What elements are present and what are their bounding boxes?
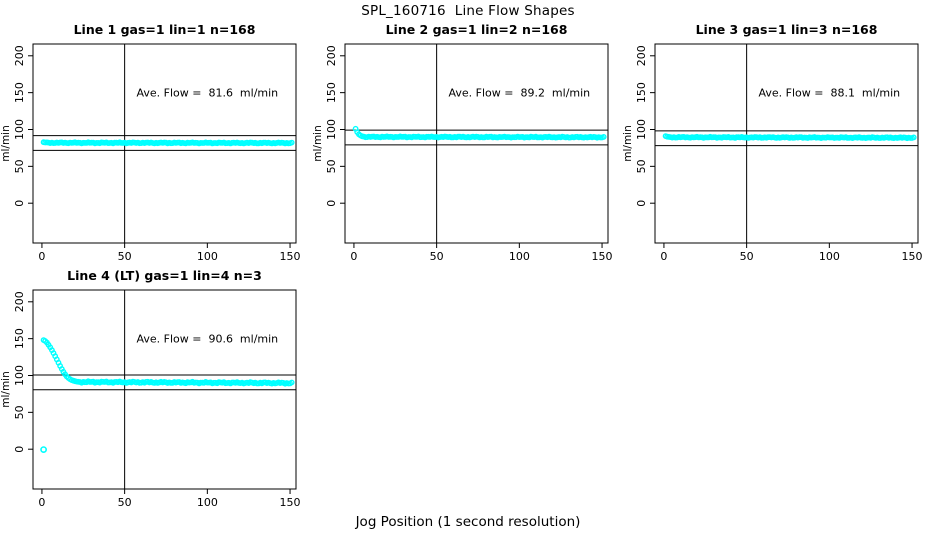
x-tick-label: 50 bbox=[740, 250, 754, 263]
plot-box bbox=[32, 289, 297, 490]
plot-box bbox=[32, 43, 297, 244]
y-tick-label: 0 bbox=[635, 200, 648, 207]
average-flow-annotation: Ave. Flow = 89.2 ml/min bbox=[448, 87, 590, 100]
x-tick-label: 0 bbox=[38, 250, 45, 263]
x-tick-label: 150 bbox=[280, 496, 301, 509]
x-tick-label: 50 bbox=[118, 250, 132, 263]
x-tick-label: 100 bbox=[197, 250, 218, 263]
y-tick-label: 150 bbox=[13, 82, 26, 103]
average-flow-annotation: Ave. Flow = 90.6 ml/min bbox=[136, 333, 278, 346]
y-axis-label: ml/min bbox=[312, 125, 324, 161]
y-tick-label: 100 bbox=[325, 119, 338, 140]
x-tick-label: 100 bbox=[509, 250, 530, 263]
y-tick-label: 0 bbox=[13, 200, 26, 207]
y-tick-label: 100 bbox=[13, 119, 26, 140]
y-tick-label: 50 bbox=[13, 405, 26, 419]
panel-svg: Line 4 (LT) gas=1 lin=4 n=3 Ave. Flow = 9… bbox=[0, 268, 301, 509]
y-tick-label: 100 bbox=[635, 119, 648, 140]
data-point bbox=[910, 134, 917, 141]
panel-line-2: Line 2 gas=1 lin=2 n=168 Ave. Flow = 89.2… bbox=[312, 20, 622, 266]
panel-line-3: Line 3 gas=1 lin=3 n=168 Ave. Flow = 88.1… bbox=[622, 20, 936, 266]
x-tick-label: 0 bbox=[350, 250, 357, 263]
plot-box bbox=[344, 43, 609, 244]
x-tick-label: 150 bbox=[902, 250, 923, 263]
figure-title: SPL_160716 Line Flow Shapes bbox=[361, 3, 575, 19]
y-tick-label: 50 bbox=[13, 159, 26, 173]
y-tick-label: 0 bbox=[325, 200, 338, 207]
x-tick-label: 150 bbox=[280, 250, 301, 263]
panel-title: Line 2 gas=1 lin=2 n=168 bbox=[386, 22, 568, 37]
x-axis-label: Jog Position (1 second resolution) bbox=[355, 514, 581, 530]
x-tick-label: 0 bbox=[38, 496, 45, 509]
x-tick-label: 50 bbox=[118, 496, 132, 509]
y-tick-label: 150 bbox=[325, 82, 338, 103]
y-tick-label: 0 bbox=[13, 446, 26, 453]
y-axis-label: ml/min bbox=[0, 125, 12, 161]
panel-title: Line 4 (LT) gas=1 lin=4 n=3 bbox=[67, 268, 262, 283]
y-tick-label: 50 bbox=[325, 159, 338, 173]
x-tick-label: 100 bbox=[197, 496, 218, 509]
x-tick-label: 0 bbox=[660, 250, 667, 263]
average-flow-annotation: Ave. Flow = 81.6 ml/min bbox=[136, 87, 278, 100]
data-point bbox=[288, 379, 295, 386]
x-tick-label: 150 bbox=[592, 250, 613, 263]
panel-svg: Line 1 gas=1 lin=1 n=168 Ave. Flow = 81.6… bbox=[0, 22, 301, 263]
data-point bbox=[288, 139, 295, 146]
data-point bbox=[600, 134, 607, 140]
x-tick-label: 50 bbox=[430, 250, 444, 263]
panel-line-1: Line 1 gas=1 lin=1 n=168 Ave. Flow = 81.6… bbox=[0, 20, 312, 266]
panel-line-4: Line 4 (LT) gas=1 lin=4 n=3 Ave. Flow = 9… bbox=[0, 266, 312, 512]
panel-svg: Line 3 gas=1 lin=3 n=168 Ave. Flow = 88.1… bbox=[622, 22, 923, 263]
y-tick-label: 150 bbox=[635, 82, 648, 103]
y-tick-label: 100 bbox=[13, 365, 26, 386]
y-tick-label: 200 bbox=[635, 45, 648, 66]
y-axis-label: ml/min bbox=[0, 371, 12, 407]
outlier-point bbox=[40, 446, 47, 453]
plot-box bbox=[654, 43, 919, 244]
y-tick-label: 150 bbox=[13, 328, 26, 349]
panel-title: Line 1 gas=1 lin=1 n=168 bbox=[74, 22, 256, 37]
y-axis-label: ml/min bbox=[622, 125, 634, 161]
y-tick-label: 200 bbox=[13, 291, 26, 312]
panel-svg: Line 2 gas=1 lin=2 n=168 Ave. Flow = 89.2… bbox=[312, 22, 613, 263]
y-tick-label: 200 bbox=[13, 45, 26, 66]
y-tick-label: 50 bbox=[635, 159, 648, 173]
panel-title: Line 3 gas=1 lin=3 n=168 bbox=[696, 22, 878, 37]
average-flow-annotation: Ave. Flow = 88.1 ml/min bbox=[758, 87, 900, 100]
x-tick-label: 100 bbox=[819, 250, 840, 263]
y-tick-label: 200 bbox=[325, 45, 338, 66]
